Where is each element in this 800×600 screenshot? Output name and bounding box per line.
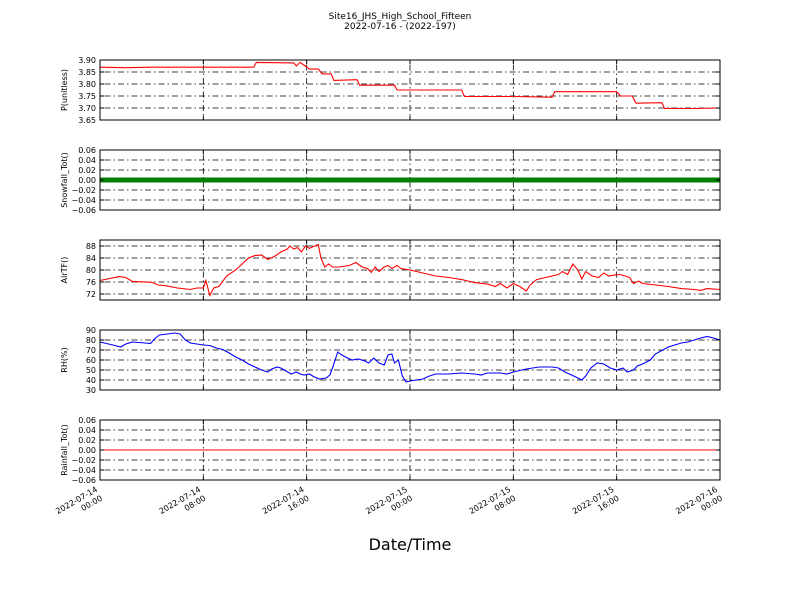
x-axis-label: Date/Time (369, 535, 452, 554)
y-tick-label: −0.06 (71, 476, 96, 485)
y-tick-label: 3.90 (78, 56, 96, 65)
y-tick-label: 3.80 (78, 80, 96, 89)
panel-1: 3.65 3.70 3.75 3.80 3.85 3.90 P(unitless) (60, 56, 721, 125)
y-tick-label: −0.02 (71, 186, 96, 195)
y-tick-label: 80 (86, 266, 96, 275)
chart-subtitle: 2022-07-16 - (2022-197) (344, 22, 456, 32)
x-tick-label: 2022-07-1500:00 (364, 485, 414, 525)
y-tick-label: −0.04 (71, 466, 96, 475)
series-line-1 (99, 243, 721, 298)
y-tick-label: 0.04 (78, 156, 96, 165)
y-tick-label: 0.02 (78, 166, 96, 175)
series-line-1 (99, 332, 721, 383)
y-tick-label: 0.04 (78, 426, 96, 435)
y-tick-label: 88 (86, 242, 96, 251)
series-line-1 (99, 61, 721, 110)
y-tick-label: −0.02 (71, 456, 96, 465)
y-tick-label: 70 (86, 346, 96, 355)
panel-3: 72 76 80 84 88 AirTF() (60, 239, 721, 301)
y-tick-label: 3.75 (78, 92, 96, 101)
y-tick-label: 3.85 (78, 68, 96, 77)
y-axis-label: AirTF() (60, 257, 69, 284)
y-tick-label: 60 (86, 356, 96, 365)
y-tick-label: 3.70 (78, 104, 96, 113)
x-tick-label: 2022-07-1508:00 (468, 485, 518, 525)
chart-title: Site16_JHS_High_School_Fifteen (329, 12, 472, 22)
y-tick-label: −0.04 (71, 196, 96, 205)
panel-2: −0.06−0.04−0.020.000.020.040.06 Snowfall_… (60, 146, 721, 215)
panel-5: −0.06−0.04−0.020.000.020.040.06 Rainfall_… (60, 416, 721, 485)
y-tick-label: 30 (86, 386, 96, 395)
y-axis-label: P(unitless) (60, 69, 69, 111)
y-tick-label: 50 (86, 366, 96, 375)
y-tick-label: 80 (86, 336, 96, 345)
y-tick-label: −0.06 (71, 206, 96, 215)
y-tick-label: 72 (86, 290, 96, 299)
y-tick-label: 40 (86, 376, 96, 385)
y-axis-label: Snowfall_Tot() (60, 152, 69, 208)
y-tick-label: 0.06 (78, 416, 96, 425)
x-tick-label: 2022-07-1408:00 (158, 485, 208, 525)
panels-group: 3.65 3.70 3.75 3.80 3.85 3.90 P(unitless) −0.06… (60, 56, 721, 485)
x-tick-label: 2022-07-1400:00 (54, 485, 104, 525)
x-tick-label: 2022-07-1600:00 (674, 485, 724, 525)
y-tick-label: 76 (86, 278, 96, 287)
y-tick-label: 0.00 (78, 176, 96, 185)
x-axis: 2022-07-1400:00 2022-07-1408:00 2022-07-14… (54, 485, 724, 525)
y-tick-label: 84 (86, 254, 96, 263)
y-axis-label: RH(%) (60, 347, 69, 372)
x-tick-label: 2022-07-1416:00 (261, 485, 311, 525)
y-tick-label: 0.00 (78, 446, 96, 455)
y-tick-label: 0.06 (78, 146, 96, 155)
y-axis-label: Rainfall_Tot() (60, 424, 69, 476)
y-tick-label: 0.02 (78, 436, 96, 445)
y-tick-label: 90 (86, 326, 96, 335)
y-tick-label: 3.65 (78, 116, 96, 125)
x-tick-label: 2022-07-1516:00 (571, 485, 621, 525)
